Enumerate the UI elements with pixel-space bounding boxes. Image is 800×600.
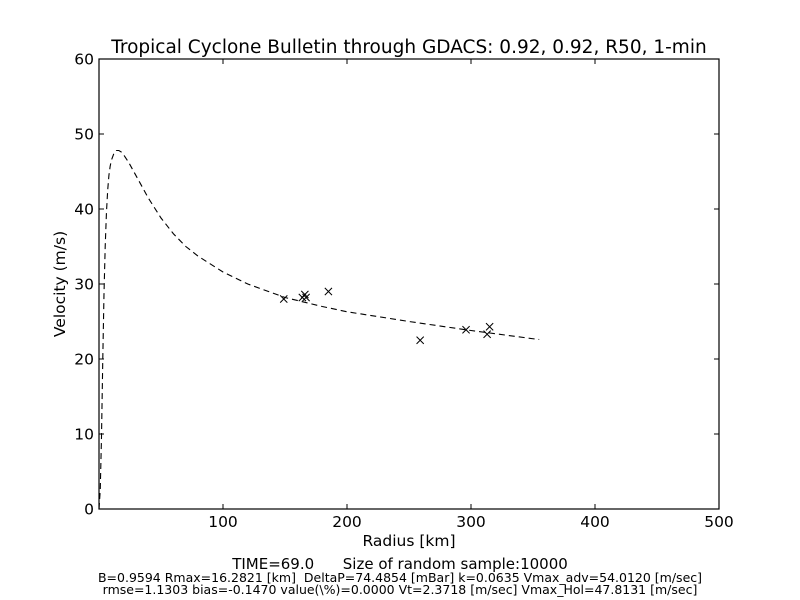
observation-point bbox=[302, 293, 311, 302]
x-tick-label: 500 bbox=[704, 513, 734, 531]
y-tick-label: 50 bbox=[74, 126, 94, 144]
y-tick-label: 10 bbox=[74, 426, 94, 444]
y-tick-label: 60 bbox=[74, 51, 94, 69]
y-tick-label: 0 bbox=[84, 501, 94, 519]
footer-time-line: TIME=69.0 Size of random sample:10000 bbox=[232, 555, 568, 573]
x-tick-label: 400 bbox=[580, 513, 610, 531]
footer-stats-line: rmse=1.1303 bias=-0.1470 value(\%)=0.000… bbox=[102, 582, 698, 597]
x-tick-label: 100 bbox=[208, 513, 238, 531]
y-axis-label: Velocity (m/s) bbox=[51, 231, 69, 337]
holland-curve-line bbox=[98, 149, 540, 510]
observation-point bbox=[300, 290, 309, 299]
footer-params-line: B=0.9594 Rmax=16.2821 [km] DeltaP=74.485… bbox=[97, 570, 703, 585]
y-tick-label: 40 bbox=[74, 201, 94, 219]
observation-point bbox=[324, 287, 333, 296]
chart-title: Tropical Cyclone Bulletin through GDACS:… bbox=[110, 37, 706, 58]
observation-point bbox=[485, 322, 494, 331]
chart-plot: Tropical Cyclone Bulletin through GDACS:… bbox=[51, 37, 734, 550]
x-axis-label: Radius [km] bbox=[362, 532, 455, 550]
x-tick-label: 300 bbox=[456, 513, 486, 531]
observation-point bbox=[462, 325, 470, 334]
y-tick-label: 20 bbox=[74, 351, 94, 369]
y-tick-label: 30 bbox=[74, 276, 94, 294]
plot-frame bbox=[98, 58, 720, 510]
x-tick-label: 200 bbox=[332, 513, 362, 531]
observation-point bbox=[483, 330, 492, 339]
observation-point bbox=[279, 295, 288, 303]
observation-point bbox=[416, 336, 425, 345]
